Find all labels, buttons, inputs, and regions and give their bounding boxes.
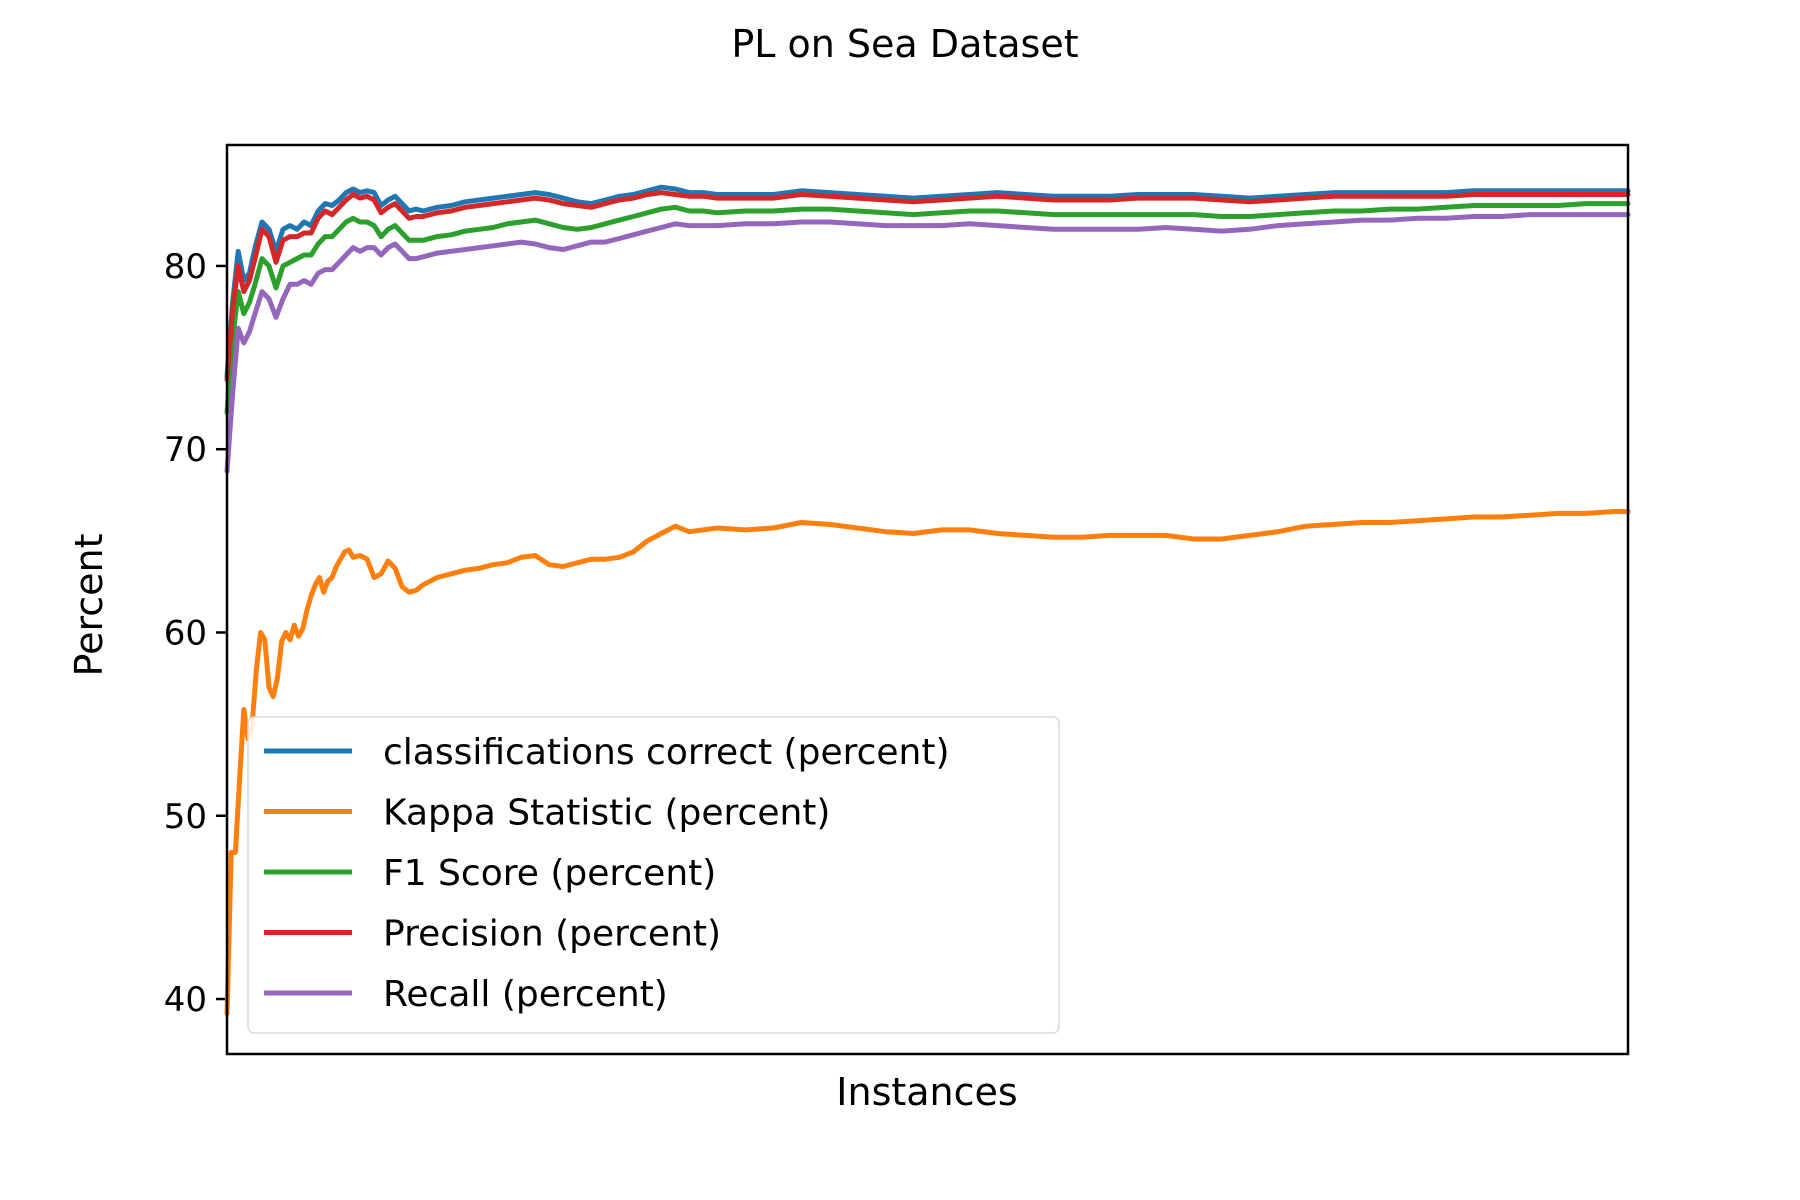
legend-box [247, 716, 1060, 1034]
y-tick-label: 70 [164, 430, 207, 470]
y-axis-ticks: 40 50 60 70 80 [164, 247, 227, 1020]
series-line-0 [224, 184, 1631, 379]
legend: classifications correct (percent) Kappa S… [247, 716, 1060, 1034]
legend-label-1: Kappa Statistic (percent) [383, 793, 830, 834]
plot-frame [225, 143, 1630, 1056]
x-axis-label: Instances [836, 1070, 1017, 1114]
series-line-2 [224, 201, 1631, 416]
y-tick-label: 80 [164, 247, 207, 287]
chart-title: PL on Sea Dataset [731, 22, 1078, 66]
legend-label-3: Precision (percent) [383, 914, 721, 955]
series-line-3 [224, 190, 1631, 383]
series-line-1 [224, 509, 1631, 1017]
y-axis-label: Percent [67, 534, 111, 677]
legend-label-2: F1 Score (percent) [383, 853, 716, 894]
series-line-4 [224, 212, 1631, 474]
series-layer [224, 184, 1631, 1017]
legend-label-4: Recall (percent) [383, 974, 668, 1015]
legend-label-0: classifications correct (percent) [383, 732, 950, 773]
y-tick-label: 60 [164, 613, 207, 653]
y-tick-label: 50 [164, 797, 207, 837]
y-tick-label: 40 [164, 980, 207, 1020]
